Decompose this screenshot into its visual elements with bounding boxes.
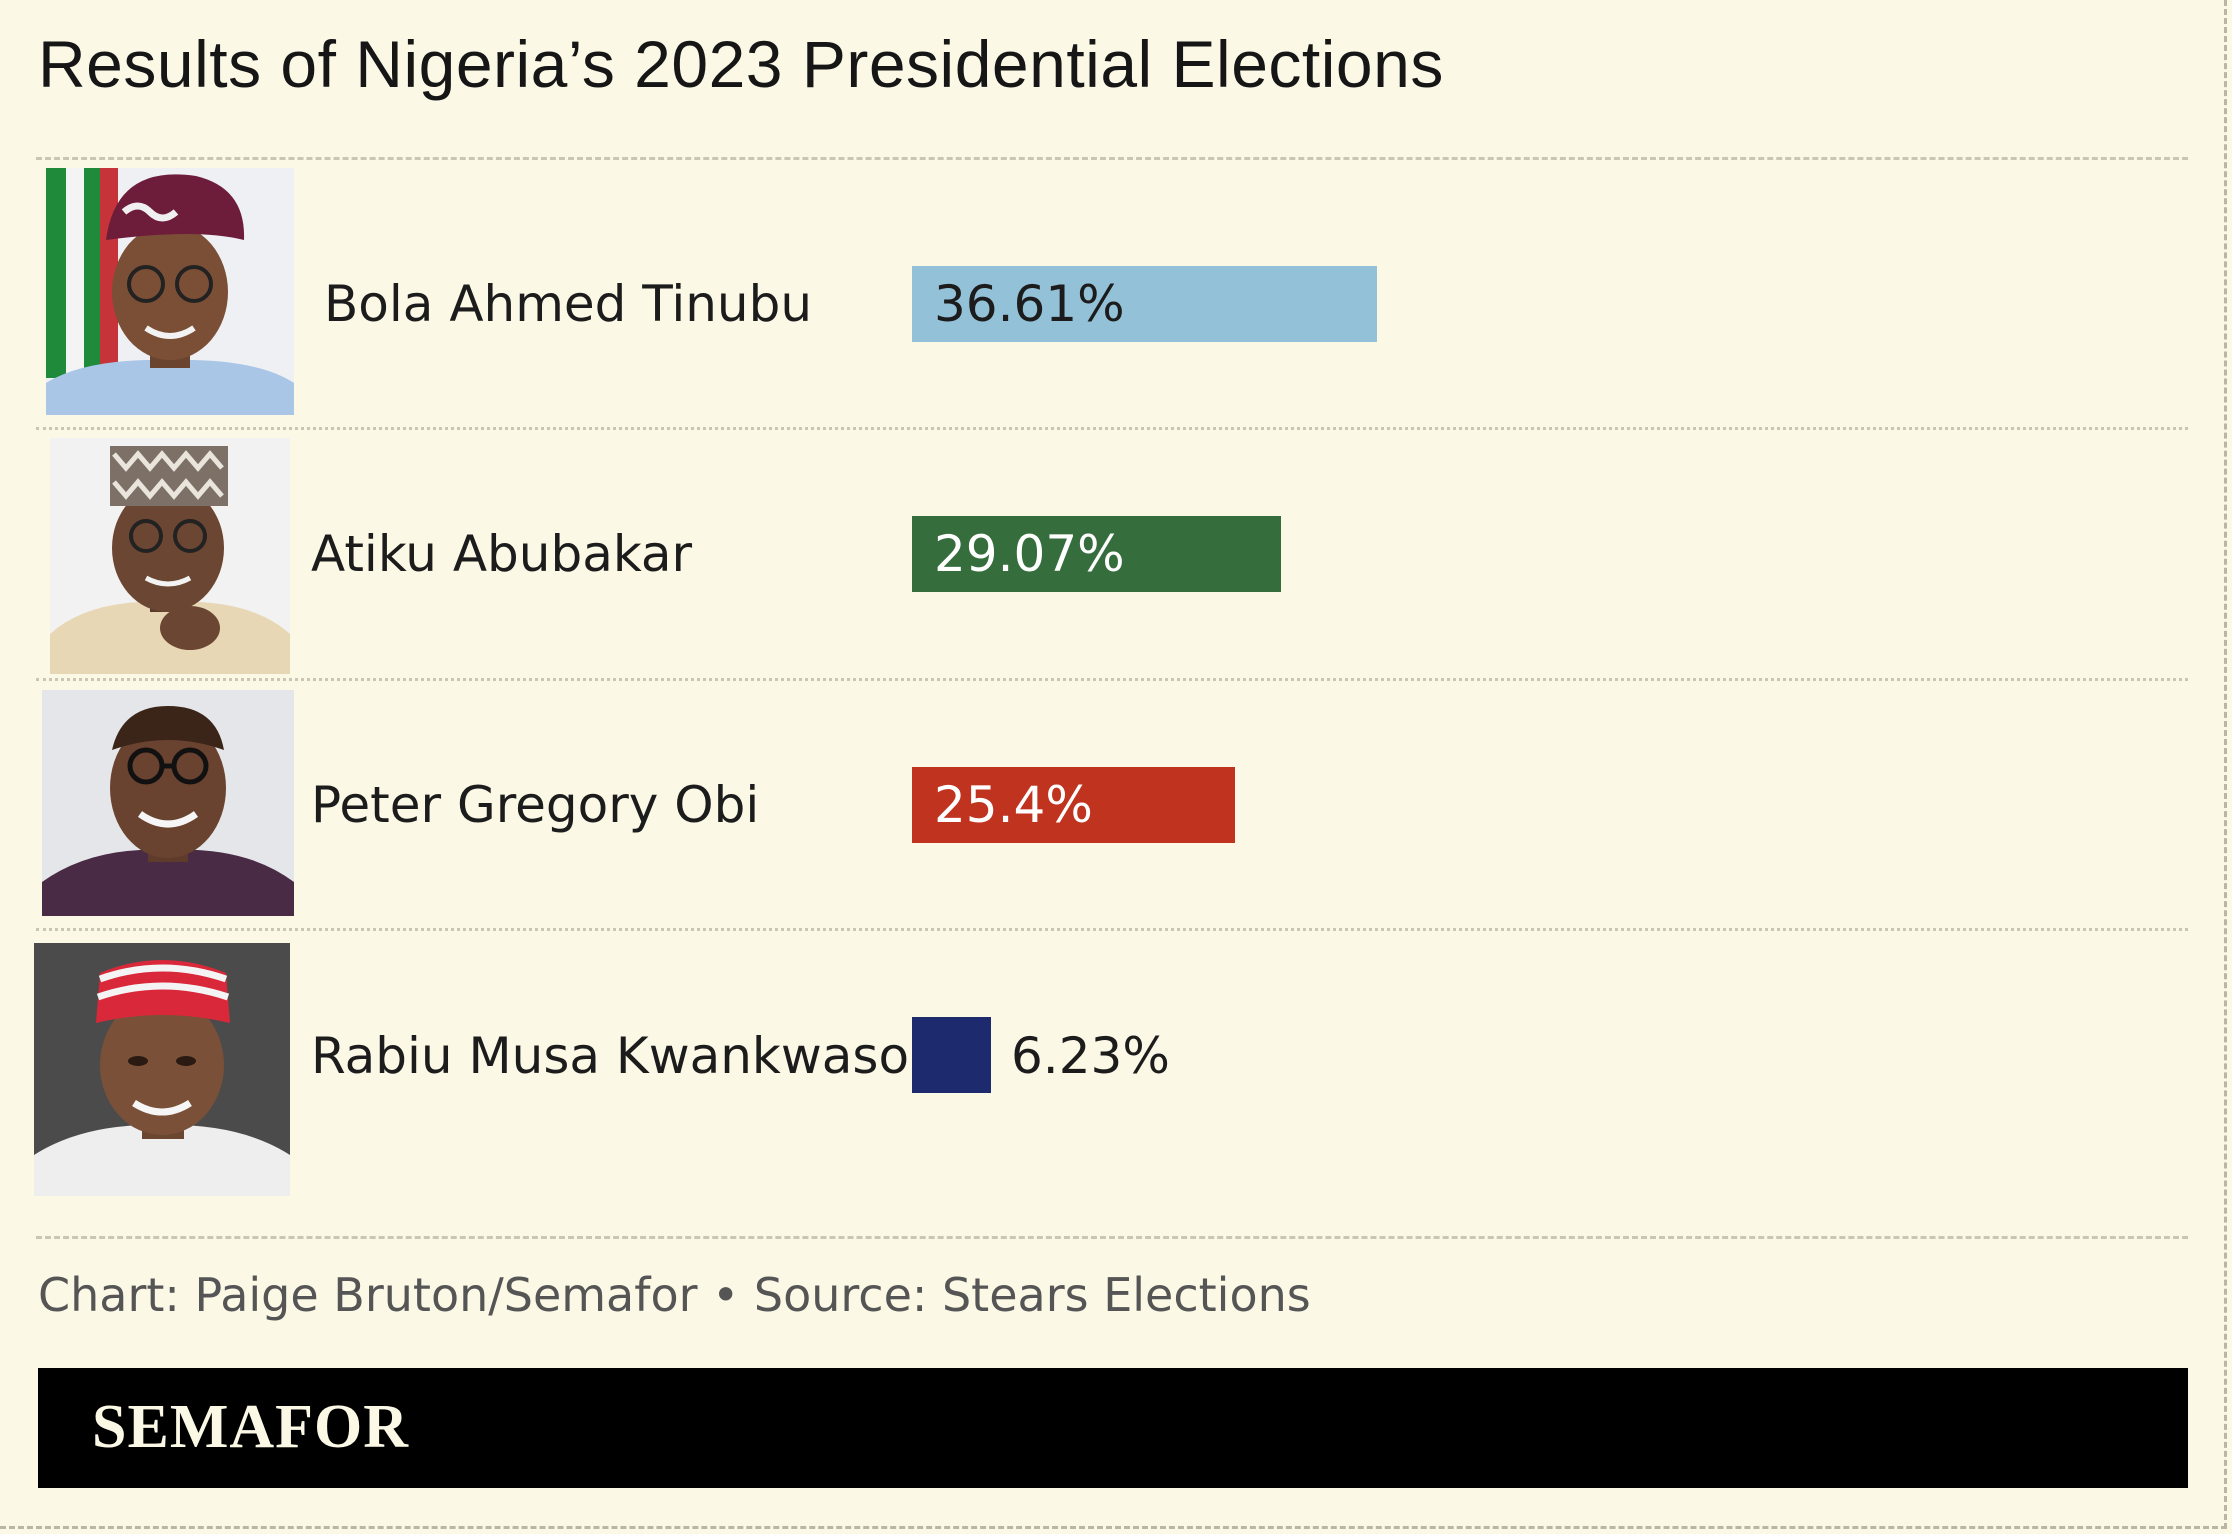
row-divider xyxy=(36,928,2188,931)
bar-tinubu xyxy=(912,266,1377,342)
semafor-logo: SEMAFOR xyxy=(92,1393,409,1461)
row-divider xyxy=(36,427,2188,430)
value-label-kwankwaso: 6.23% xyxy=(1011,1027,1170,1085)
bar-atiku xyxy=(912,516,1281,592)
chart-credit: Chart: Paige Bruton/Semafor • Source: St… xyxy=(38,1268,1311,1322)
bar-kwankwaso xyxy=(912,1017,991,1093)
portrait-obi xyxy=(42,690,294,916)
portrait-atiku xyxy=(50,438,290,674)
candidate-name-kwankwaso: Rabiu Musa Kwankwaso xyxy=(311,1027,910,1085)
portrait-tinubu xyxy=(46,168,294,415)
brand-footer: SEMAFOR xyxy=(38,1368,2188,1488)
value-label-atiku: 29.07% xyxy=(934,525,1125,583)
portrait-kwankwaso xyxy=(34,943,290,1196)
candidate-name-obi: Peter Gregory Obi xyxy=(311,776,760,834)
value-label-tinubu: 36.61% xyxy=(934,275,1125,333)
bar-obi xyxy=(912,767,1235,843)
row-divider xyxy=(36,678,2188,681)
candidate-name-atiku: Atiku Abubakar xyxy=(311,525,693,583)
value-label-obi: 25.4% xyxy=(934,776,1093,834)
title-divider xyxy=(36,157,2188,160)
footer-divider xyxy=(36,1236,2188,1239)
candidate-name-tinubu: Bola Ahmed Tinubu xyxy=(324,275,813,333)
chart-title: Results of Nigeria’s 2023 Presidential E… xyxy=(38,27,1444,101)
